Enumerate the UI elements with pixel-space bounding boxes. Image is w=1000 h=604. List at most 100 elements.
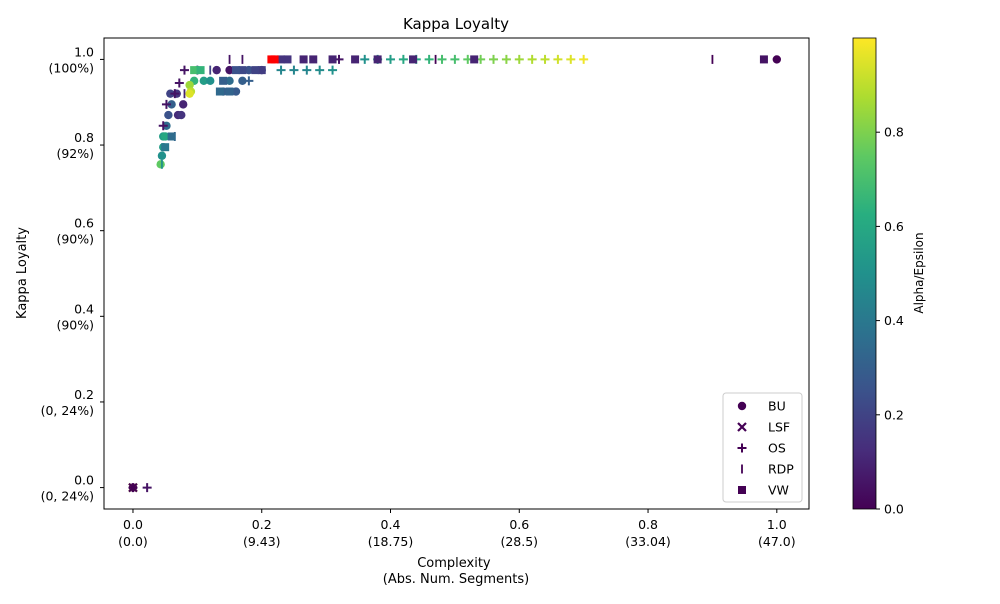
data-point-os	[289, 65, 299, 75]
colorbar-tick-label: 0.0	[884, 502, 904, 517]
legend-marker-lsf	[737, 422, 747, 432]
colorbar: Alpha/Epsilon 0.0 0.2 0.4 0.6 0.8	[852, 37, 926, 517]
data-point-vw	[373, 55, 382, 64]
colorbar-tick-label: 0.6	[884, 219, 904, 234]
data-point-vw	[225, 87, 234, 96]
y-tick-sublabel: (0, 24%)	[41, 489, 94, 504]
data-point-vw	[309, 55, 318, 64]
y-axis: 0.0(0, 24%)0.2(0, 24%)0.4(90%)0.6(90%)0.…	[41, 44, 104, 504]
data-point-os	[360, 54, 370, 64]
data-point-os	[489, 54, 499, 64]
data-point-os	[424, 54, 434, 64]
legend-marker-bu	[737, 401, 747, 411]
data-point-vw	[277, 55, 286, 64]
data-point-os	[128, 483, 138, 493]
data-point-os	[174, 78, 184, 88]
data-point-vw	[196, 66, 205, 75]
series-bu	[128, 55, 782, 492]
data-point-os	[386, 54, 396, 64]
data-point-vw	[299, 55, 308, 64]
x-tick-sublabel: (33.04)	[625, 534, 671, 549]
data-point-os	[315, 65, 325, 75]
y-axis-label: Kappa Loyalty	[15, 227, 30, 319]
data-point-vw	[238, 66, 247, 75]
data-point-bu	[772, 55, 782, 64]
y-tick-label: 0.6	[74, 216, 94, 231]
data-point-vw	[257, 66, 266, 75]
x-tick-sublabel: (9.43)	[243, 534, 281, 549]
y-tick-sublabel: (100%)	[49, 60, 95, 75]
data-point-os	[450, 54, 460, 64]
y-tick-sublabel: (0, 24%)	[41, 403, 94, 418]
x-tick-label: 0.4	[381, 517, 401, 532]
data-point-os	[142, 483, 152, 493]
data-point-bu	[166, 89, 175, 98]
data-point-vw	[251, 66, 260, 75]
colorbar-gradient	[852, 37, 877, 510]
data-point-bu	[212, 65, 221, 75]
colorbar-tick-label: 0.2	[884, 407, 904, 422]
y-tick-label: 1.0	[74, 44, 94, 59]
series-os	[128, 54, 589, 493]
data-point-os	[158, 121, 168, 131]
x-tick-sublabel: (0.0)	[118, 534, 148, 549]
data-point-os	[579, 54, 589, 64]
data-point-vw	[161, 143, 170, 152]
series-vw	[161, 55, 768, 152]
data-point-bu	[185, 80, 194, 90]
colorbar-tick-label: 0.4	[884, 313, 904, 328]
data-point-bu	[156, 160, 165, 169]
legend-label-lsf: LSF	[768, 420, 790, 435]
data-point-os	[328, 65, 338, 75]
x-axis: 0.0 (0.0) 0.2 (9.43) 0.4 (18.75) 0.6 (28.5) 0.8 (…	[118, 509, 796, 549]
x-tick-label: 0.6	[509, 517, 529, 532]
data-point-os	[179, 65, 189, 75]
data-point-vw	[328, 55, 337, 64]
data-point-bu	[164, 110, 173, 120]
data-point-vw	[759, 55, 768, 64]
plot-frame	[103, 37, 810, 510]
data-point-vw	[470, 55, 479, 64]
x-tick-sublabel: (28.5)	[500, 534, 538, 549]
y-tick-sublabel: (92%)	[56, 146, 94, 161]
data-point-vw	[409, 55, 418, 64]
y-tick-sublabel: (90%)	[56, 232, 94, 247]
data-point-bu	[157, 151, 167, 160]
data-point-os	[398, 54, 408, 64]
data-point-bu	[225, 65, 234, 75]
x-tick-label: 0.2	[252, 517, 272, 532]
data-point-vw	[215, 87, 224, 96]
legend-label-vw: VW	[768, 483, 789, 498]
data-point-bu	[231, 87, 241, 96]
legend-marker-os	[737, 443, 747, 453]
data-point-vw	[231, 66, 240, 75]
data-point-os	[566, 54, 576, 64]
data-point-vw	[219, 76, 228, 85]
data-point-vw	[167, 132, 176, 141]
x-axis-label: Complexity (Abs. Num. Segments)	[383, 556, 530, 587]
data-point-os	[514, 54, 524, 64]
data-point-vw	[267, 55, 276, 64]
data-point-os	[437, 54, 447, 64]
data-point-bu	[238, 76, 247, 86]
x-tick-label: 0.8	[638, 517, 658, 532]
legend: BU LSF OS RDP VW	[722, 392, 803, 503]
y-tick-label: 0.4	[74, 301, 94, 316]
data-point-os	[302, 65, 312, 75]
x-axis-label-line2: (Abs. Num. Segments)	[383, 572, 530, 587]
data-point-bu	[160, 132, 170, 141]
legend-label-rdp: RDP	[768, 462, 794, 477]
x-tick-label: 1.0	[767, 517, 787, 532]
data-point-os	[161, 99, 171, 109]
x-tick-sublabel: (18.75)	[368, 534, 414, 549]
data-point-vw	[283, 55, 292, 64]
data-point-os	[244, 76, 254, 86]
data-point-bu	[206, 76, 215, 86]
y-tick-label: 0.8	[74, 130, 94, 145]
y-tick-label: 0.2	[74, 387, 94, 402]
x-tick-label: 0.0	[123, 517, 143, 532]
data-point-bu	[225, 76, 234, 86]
legend-marker-vw	[738, 486, 746, 494]
